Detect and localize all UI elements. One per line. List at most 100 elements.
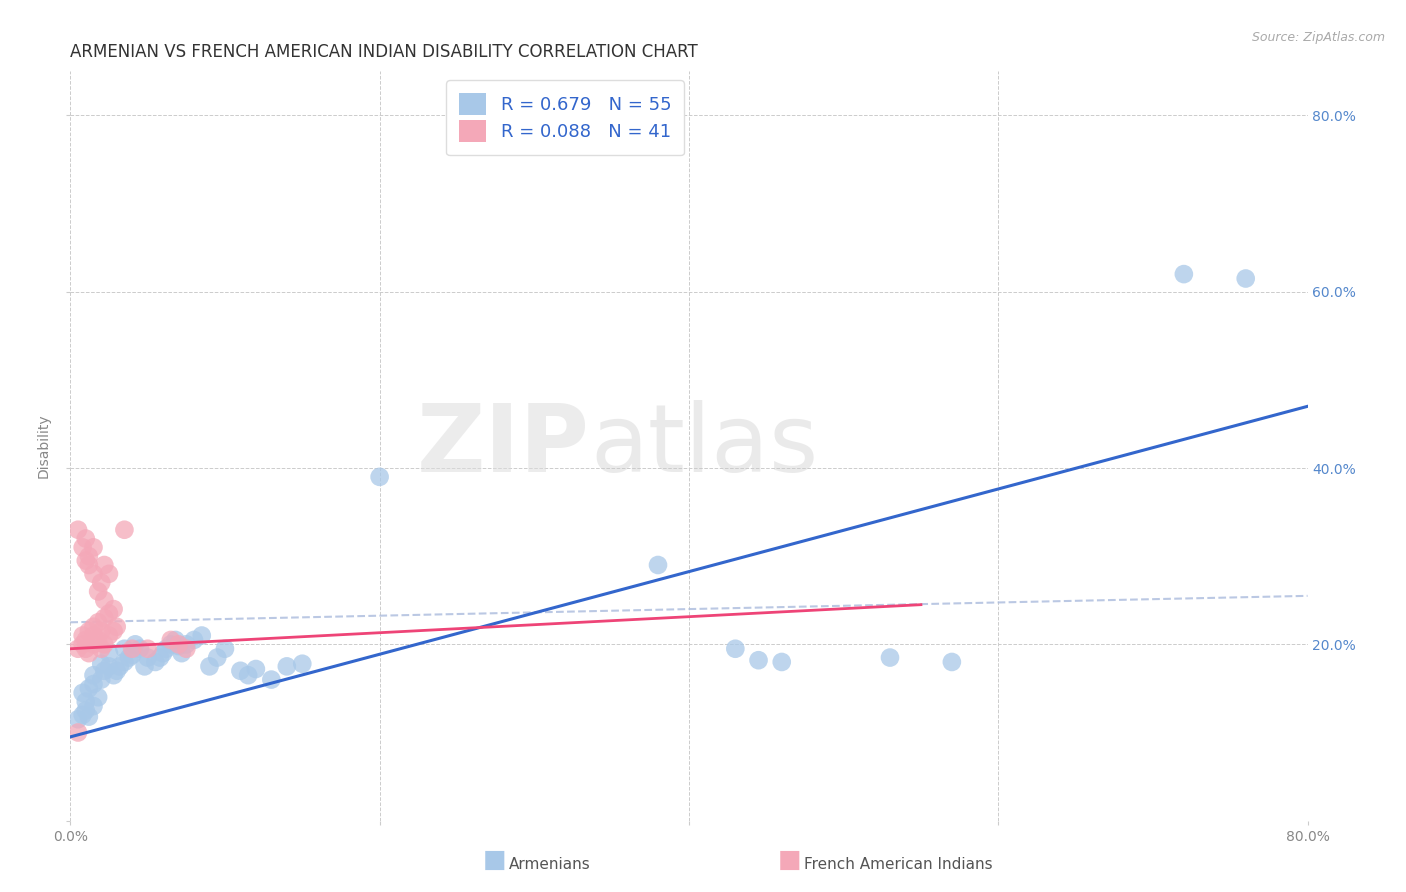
- Text: ZIP: ZIP: [418, 400, 591, 492]
- Point: [134, 659, 156, 673]
- Point: [93, 637, 115, 651]
- Point: [98, 628, 121, 642]
- Point: [90, 657, 112, 671]
- Point: [67, 641, 90, 656]
- Point: [129, 641, 152, 656]
- Point: [72, 541, 94, 555]
- Point: [155, 641, 177, 656]
- Point: [75, 703, 97, 717]
- Point: [1234, 271, 1257, 285]
- Point: [879, 650, 901, 665]
- Point: [98, 659, 121, 673]
- Text: ■: ■: [482, 848, 506, 872]
- Point: [647, 558, 669, 572]
- Point: [103, 624, 125, 639]
- Point: [72, 707, 94, 722]
- Point: [260, 673, 283, 687]
- Point: [136, 641, 159, 656]
- Point: [90, 673, 112, 687]
- Point: [77, 709, 100, 723]
- Point: [114, 641, 136, 656]
- Point: [748, 653, 770, 667]
- Point: [93, 611, 115, 625]
- Point: [98, 607, 121, 621]
- Point: [198, 659, 221, 673]
- Y-axis label: Disability: Disability: [37, 414, 51, 478]
- Point: [214, 641, 236, 656]
- Point: [121, 641, 143, 656]
- Point: [160, 637, 183, 651]
- Point: [170, 646, 193, 660]
- Point: [98, 566, 121, 581]
- Point: [245, 662, 267, 676]
- Point: [114, 655, 136, 669]
- Point: [67, 523, 90, 537]
- Point: [1173, 267, 1195, 281]
- Point: [114, 523, 136, 537]
- Point: [82, 699, 105, 714]
- Text: atlas: atlas: [591, 400, 818, 492]
- Point: [87, 690, 110, 705]
- Point: [105, 664, 128, 678]
- Point: [82, 677, 105, 691]
- Point: [82, 566, 105, 581]
- Point: [93, 558, 115, 572]
- Point: [87, 584, 110, 599]
- Point: [174, 641, 197, 656]
- Point: [93, 664, 115, 678]
- Point: [149, 650, 172, 665]
- Point: [77, 549, 100, 564]
- Point: [77, 646, 100, 660]
- Point: [229, 664, 252, 678]
- Point: [82, 541, 105, 555]
- Point: [75, 641, 97, 656]
- Point: [72, 628, 94, 642]
- Point: [93, 593, 115, 607]
- Point: [72, 637, 94, 651]
- Point: [121, 648, 143, 662]
- Point: [75, 553, 97, 567]
- Point: [77, 624, 100, 639]
- Point: [276, 659, 298, 673]
- Point: [82, 628, 105, 642]
- Point: [90, 575, 112, 590]
- Point: [291, 657, 314, 671]
- Point: [82, 620, 105, 634]
- Text: Armenians: Armenians: [509, 857, 591, 872]
- Point: [145, 655, 167, 669]
- Point: [191, 628, 214, 642]
- Text: ■: ■: [778, 848, 801, 872]
- Point: [75, 695, 97, 709]
- Point: [72, 686, 94, 700]
- Point: [90, 641, 112, 656]
- Point: [67, 725, 90, 739]
- Text: ARMENIAN VS FRENCH AMERICAN INDIAN DISABILITY CORRELATION CHART: ARMENIAN VS FRENCH AMERICAN INDIAN DISAB…: [70, 44, 697, 62]
- Point: [77, 558, 100, 572]
- Point: [103, 668, 125, 682]
- Point: [136, 650, 159, 665]
- Point: [108, 659, 131, 673]
- Point: [770, 655, 793, 669]
- Point: [160, 632, 183, 647]
- Point: [167, 639, 190, 653]
- Point: [87, 615, 110, 630]
- Point: [77, 681, 100, 696]
- Point: [87, 632, 110, 647]
- Legend: R = 0.679   N = 55, R = 0.088   N = 41: R = 0.679 N = 55, R = 0.088 N = 41: [447, 80, 683, 155]
- Point: [118, 650, 141, 665]
- Point: [174, 637, 197, 651]
- Point: [67, 712, 90, 726]
- Point: [75, 632, 97, 647]
- Point: [152, 646, 174, 660]
- Point: [103, 602, 125, 616]
- Point: [98, 646, 121, 660]
- Point: [124, 637, 146, 651]
- Point: [90, 624, 112, 639]
- Point: [368, 470, 391, 484]
- Text: French American Indians: French American Indians: [804, 857, 993, 872]
- Text: Source: ZipAtlas.com: Source: ZipAtlas.com: [1251, 31, 1385, 45]
- Point: [724, 641, 747, 656]
- Point: [165, 632, 187, 647]
- Point: [82, 668, 105, 682]
- Point: [183, 632, 205, 647]
